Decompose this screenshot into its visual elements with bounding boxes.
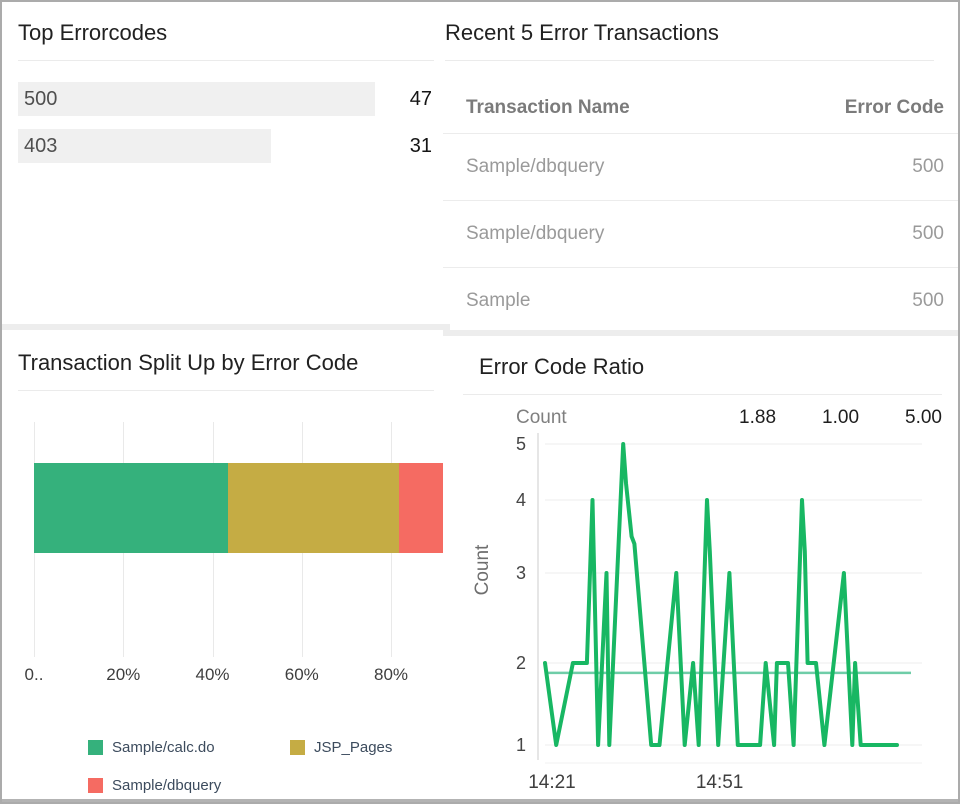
- errorcode-label: 500: [24, 87, 58, 110]
- bar-segment-sample-dbquery[interactable]: [399, 463, 450, 553]
- stats-values: 1.88 1.00 5.00: [739, 407, 942, 429]
- title-rule: [18, 390, 434, 391]
- transaction-error-code: 500: [912, 223, 944, 244]
- ratio-stats-row: Count 1.88 1.00 5.00: [516, 407, 942, 429]
- transaction-table-row[interactable]: Sample/dbquery 500: [443, 201, 958, 268]
- legend-label: Sample/dbquery: [112, 777, 222, 794]
- x-axis-tick-label: 14:21: [528, 772, 576, 793]
- y-axis-tick-label: 3: [516, 563, 526, 583]
- legend-label: JSP_Pages: [314, 739, 393, 756]
- transaction-name: Sample: [466, 290, 531, 311]
- transaction-error-code: 500: [912, 156, 944, 177]
- x-axis-tick-label: 14:51: [696, 772, 744, 793]
- y-axis-tick-label: 4: [516, 490, 526, 510]
- errorcode-bar-500[interactable]: 500: [18, 82, 375, 116]
- panel-divider-horizontal-right: [443, 330, 958, 336]
- title-rule: [463, 394, 942, 395]
- count-series-line[interactable]: [543, 442, 899, 747]
- transaction-table-row[interactable]: Sample/dbquery 500: [443, 134, 958, 201]
- legend-item-sample-dbquery[interactable]: Sample/dbquery: [88, 777, 290, 794]
- panel-title-top-errorcodes: Top Errorcodes: [18, 20, 168, 45]
- panel-title-recent-transactions: Recent 5 Error Transactions: [445, 20, 719, 45]
- y-axis-tick-label: 1: [516, 735, 526, 755]
- x-axis-tick-label: 20%: [106, 665, 141, 684]
- x-axis-tick-label: 60%: [284, 665, 319, 684]
- column-transaction-name: Transaction Name: [466, 97, 630, 118]
- legend-swatch-green: [88, 740, 103, 755]
- stat-average: 1.88: [739, 407, 777, 428]
- bar-segment-jsp-pages[interactable]: [228, 463, 399, 553]
- y-axis-tick-label: 5: [516, 434, 526, 454]
- panel-divider-horizontal-left: [2, 324, 450, 330]
- recent-transactions-panel: Recent 5 Error Transactions Transaction …: [443, 2, 958, 332]
- legend-label: Sample/calc.do: [112, 739, 215, 756]
- transaction-table-row[interactable]: Sample 500: [443, 268, 958, 334]
- errorcode-count: 31: [409, 135, 432, 157]
- top-errorcodes-panel: Top Errorcodes 500 47 403 31: [2, 2, 450, 324]
- stacked-bar-chart: 0.. 20% 40% 60% 80%: [2, 422, 450, 712]
- errorcode-label: 403: [24, 134, 58, 157]
- legend-swatch-red: [88, 778, 103, 793]
- title-rule: [18, 60, 434, 61]
- stat-min: 1.00: [822, 407, 860, 428]
- stats-metric-label: Count: [516, 407, 567, 428]
- transaction-name: Sample/dbquery: [466, 156, 605, 177]
- bar-segment-sample-calc-do[interactable]: [34, 463, 228, 553]
- transaction-name: Sample/dbquery: [466, 223, 605, 244]
- x-axis-tick-label: 40%: [195, 665, 230, 684]
- errorcode-count: 47: [409, 88, 432, 110]
- panel-title-error-code-ratio: Error Code Ratio: [479, 354, 645, 379]
- panel-title-transaction-split: Transaction Split Up by Error Code: [18, 350, 359, 375]
- error-ratio-line-chart: 1 2 3 4 5 14:21 14:51 Count: [472, 433, 922, 793]
- stacked-bar: [34, 463, 450, 553]
- legend-item-sample-calcdo[interactable]: Sample/calc.do: [88, 739, 290, 756]
- errorcode-row-500[interactable]: 500 47: [18, 82, 434, 116]
- transactions-table-header: Transaction Name Error Code: [443, 97, 958, 134]
- title-rule: [445, 60, 934, 61]
- error-code-ratio-panel: Error Code Ratio Count 1.88 1.00 5.00 1 2…: [443, 336, 958, 798]
- y-axis-title: Count: [472, 544, 493, 595]
- chart-legend: Sample/calc.do JSP_Pages Sample/dbquery: [88, 739, 392, 794]
- transaction-split-panel: Transaction Split Up by Error Code 0.. 20…: [2, 332, 450, 798]
- column-error-code: Error Code: [844, 97, 944, 118]
- legend-item-jsp-pages[interactable]: JSP_Pages: [290, 739, 392, 756]
- legend-swatch-khaki: [290, 740, 305, 755]
- stat-max: 5.00: [905, 407, 942, 428]
- x-axis-tick-label: 80%: [373, 665, 409, 684]
- y-axis-tick-label: 2: [516, 653, 526, 673]
- x-axis-tick-label: 0..: [24, 665, 44, 684]
- transaction-error-code: 500: [912, 290, 944, 311]
- errorcode-bar-403[interactable]: 403: [18, 129, 271, 163]
- errorcode-row-403[interactable]: 403 31: [18, 129, 434, 163]
- page-bottom-border: [2, 799, 958, 802]
